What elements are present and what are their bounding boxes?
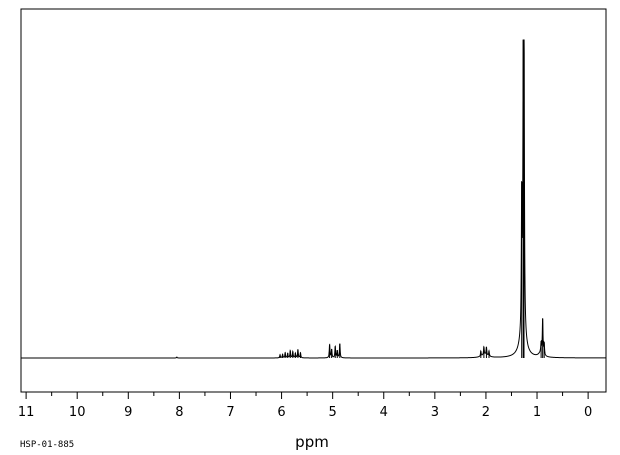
x-tick-label: 0 — [584, 405, 592, 420]
x-tick-label: 5 — [329, 405, 337, 420]
x-axis-ticks — [25, 392, 589, 399]
x-tick-label: 3 — [431, 405, 439, 420]
x-axis-title: ppm — [295, 433, 329, 451]
spectrum-line — [21, 39, 606, 359]
spectrum-id-label: HSP-01-885 — [20, 440, 74, 450]
plot-frame — [20, 8, 607, 393]
x-tick-label: 8 — [175, 405, 183, 420]
spectrum-trace — [21, 39, 606, 359]
x-tick-label: 1 — [533, 405, 541, 420]
x-tick-label: 2 — [482, 405, 490, 420]
x-tick-label: 7 — [226, 405, 234, 420]
x-tick-label: 6 — [277, 405, 285, 420]
x-tick-label: 9 — [124, 405, 132, 420]
x-axis-tick-labels: 11 10 9 8 7 6 5 4 3 2 1 0 — [18, 405, 592, 420]
x-tick-label: 4 — [380, 405, 388, 420]
x-tick-label: 11 — [18, 405, 35, 420]
x-tick-label: 10 — [69, 405, 86, 420]
